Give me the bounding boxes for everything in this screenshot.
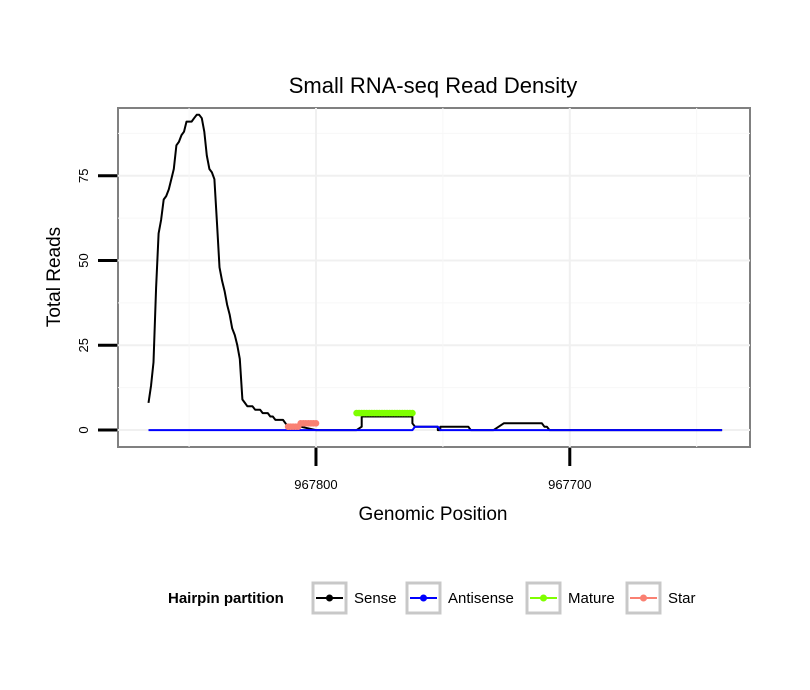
star-point [312,420,320,427]
legend-label-sense: Sense [354,590,397,607]
y-tick-label: 75 [76,169,91,183]
legend-key-point [420,594,427,602]
grid-lines [118,108,750,447]
legend-key-point [640,594,647,602]
legend-key-point [326,594,333,602]
y-tick-label: 25 [76,338,91,352]
legend-title: Hairpin partition [168,590,284,607]
x-tick-label: 967700 [548,477,591,492]
mature-point [409,409,416,417]
sense-series-line [147,113,723,432]
legend-label-antisense: Antisense [448,590,514,607]
y-tick-label: 0 [76,426,91,433]
legend: Hairpin partition Sense Antisense Mature St… [168,581,696,615]
legend-key-point [540,594,547,602]
legend-label-star: Star [668,590,696,607]
y-axis-label: Total Reads [44,227,65,327]
y-tick-label: 50 [76,253,91,267]
x-axis-label: Genomic Position [359,504,508,525]
axes: 0 25 50 75 967800 967700 [76,169,591,492]
antisense-series-line [148,425,723,432]
chart-title: Small RNA-seq Read Density [289,73,578,98]
plot-panel [117,107,751,448]
series-layer [147,113,723,432]
legend-label-mature: Mature [568,590,615,607]
x-tick-label: 967800 [294,477,337,492]
